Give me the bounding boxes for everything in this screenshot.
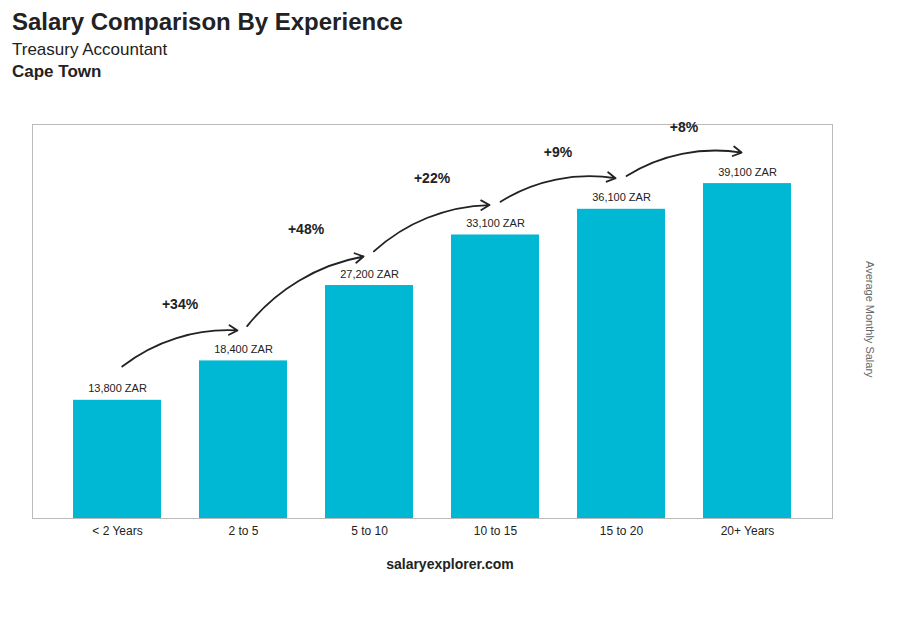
html-text:Average Monthly Salary: Average Monthly Salary [864, 260, 876, 378]
svg-text:18,400 ZAR: 18,400 ZAR [214, 343, 273, 355]
svg-text:36,100 ZAR: 36,100 ZAR [592, 191, 651, 203]
svg-text:2 to 5: 2 to 5 [228, 524, 258, 538]
svg-text:10 to 15: 10 to 15 [474, 524, 518, 538]
svg-text:15 to 20: 15 to 20 [600, 524, 644, 538]
svg-text:+22%: +22% [414, 170, 451, 186]
svg-text:+48%: +48% [288, 221, 325, 237]
html-text:salary explorer.com: salary explorer.com [386, 556, 514, 572]
svg-text:27,200 ZAR: 27,200 ZAR [340, 268, 399, 280]
html-text:Treasury Accountant: Treasury Accountant [12, 40, 168, 59]
svg-text:+8%: +8% [670, 119, 699, 135]
svg-text:+9%: +9% [544, 144, 573, 160]
svg-text:< 2 Years: < 2 Years [92, 524, 142, 538]
svg-text:20+ Years: 20+ Years [721, 524, 775, 538]
svg-text:5 to 10: 5 to 10 [351, 524, 388, 538]
svg-text:+34%: +34% [162, 296, 199, 312]
svg-text:39,100 ZAR: 39,100 ZAR [718, 166, 777, 178]
svg-text:33,100 ZAR: 33,100 ZAR [466, 217, 525, 229]
html-text:Cape Town: Cape Town [12, 62, 102, 81]
svg-text:13,800 ZAR: 13,800 ZAR [88, 382, 147, 394]
html-text:Salary Comparison By Experienc: Salary Comparison By Experience [12, 8, 403, 35]
